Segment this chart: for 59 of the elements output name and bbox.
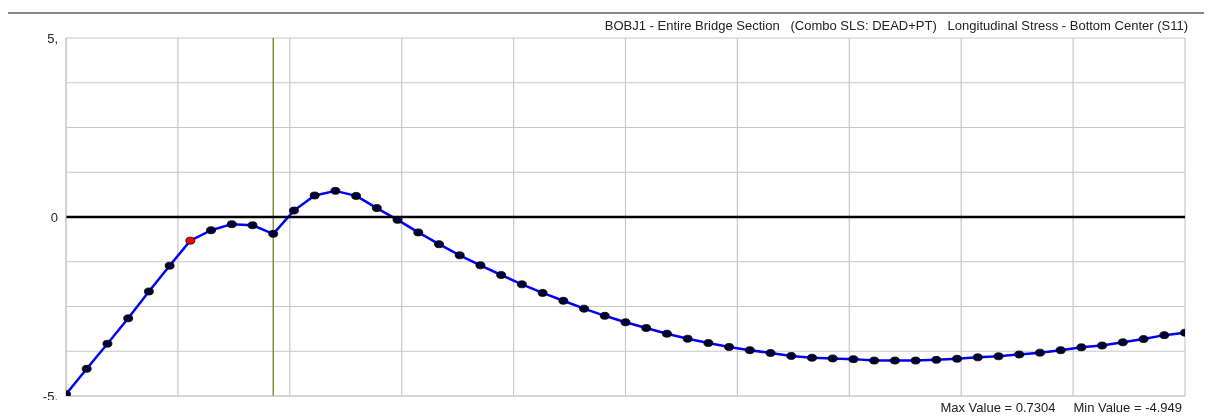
point [289,206,299,215]
point [662,329,672,338]
point [1076,343,1087,352]
point [910,356,921,365]
point [371,204,382,212]
point [537,289,548,297]
point [848,355,859,364]
point [682,334,693,343]
point [226,220,237,229]
point [869,356,880,365]
point [972,353,983,362]
point [641,324,652,332]
point [599,311,610,320]
point [102,339,113,348]
point [807,353,817,362]
y-tick-label: -5. [42,388,58,404]
y-tick-label: 0 [50,209,58,225]
point [1097,341,1108,350]
point [952,354,962,363]
point [765,349,776,357]
point [268,229,279,238]
point [516,280,527,289]
point [1117,338,1128,347]
point [123,314,134,323]
point [206,226,216,235]
point [558,296,569,305]
point [827,354,838,363]
point [454,251,465,260]
point [889,356,900,365]
point [496,271,507,279]
point [1014,350,1025,359]
point [330,186,341,195]
point [475,261,486,270]
point [434,240,444,249]
point [724,343,735,351]
point [185,236,196,245]
point [413,228,424,237]
point [744,346,755,355]
point [1055,346,1066,355]
point [1035,348,1045,357]
text: Max Value = 0.7304 [940,400,1056,415]
point [1159,331,1170,340]
point [579,304,589,313]
point [703,339,714,347]
point [309,191,320,200]
point [931,355,942,364]
text: Min Value = -4.949 [1073,400,1182,415]
point [620,318,631,327]
point [993,352,1004,361]
point [81,364,92,373]
point [164,261,175,270]
point [351,191,362,200]
point [1138,335,1149,343]
chart-title: BOBJ1 - Entire Bridge Section (Combo SLS: DEAD+PT) Longitudinal Stress - Bottom Center (S11) [604,18,1188,33]
point [786,352,797,360]
point [143,287,154,296]
y-tick-label: 5, [47,30,58,46]
point [392,215,403,224]
point [247,221,258,230]
